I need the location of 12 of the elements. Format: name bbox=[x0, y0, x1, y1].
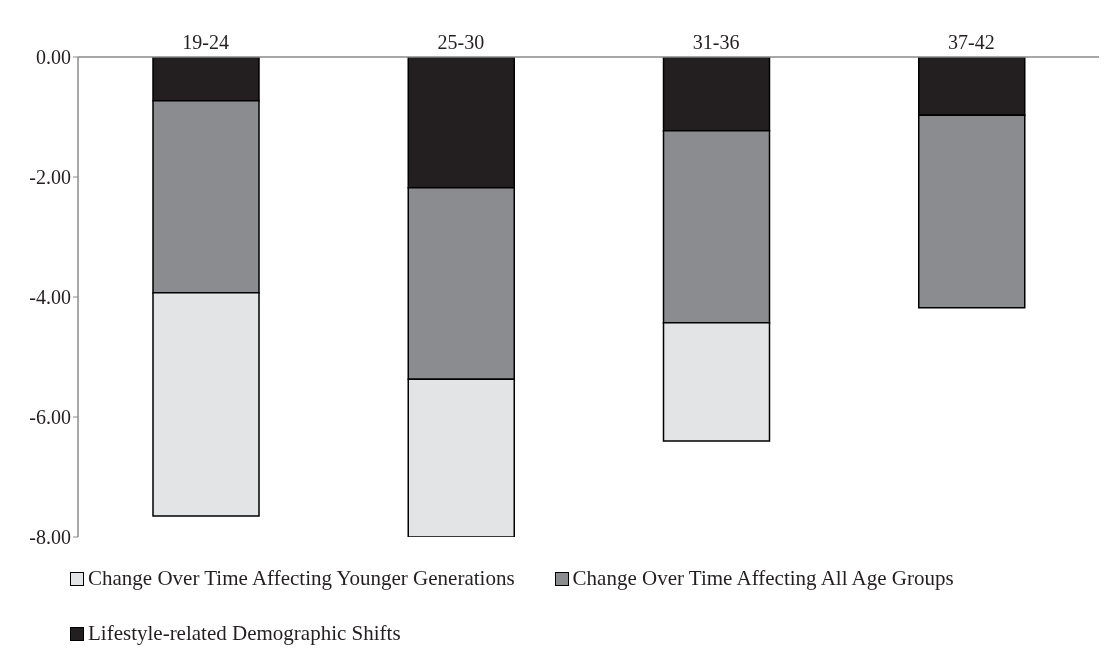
legend-label: Lifestyle-related Demographic Shifts bbox=[88, 621, 401, 646]
x-tick-label: 25-30 bbox=[437, 31, 485, 53]
y-tick-label: -6.00 bbox=[29, 406, 71, 429]
y-tick-label: -8.00 bbox=[29, 526, 71, 549]
y-tick-label: 0.00 bbox=[36, 46, 71, 69]
legend-label: Change Over Time Affecting All Age Groups bbox=[572, 566, 954, 591]
y-tick-label: -2.00 bbox=[29, 166, 71, 189]
legend-label: Change Over Time Affecting Younger Generations bbox=[88, 566, 515, 591]
x-tick-label: 19-24 bbox=[182, 31, 229, 53]
x-tick-label: 31-36 bbox=[692, 31, 740, 53]
x-tick-label: 37-42 bbox=[948, 31, 995, 53]
y-tick-label: -4.00 bbox=[29, 286, 71, 309]
